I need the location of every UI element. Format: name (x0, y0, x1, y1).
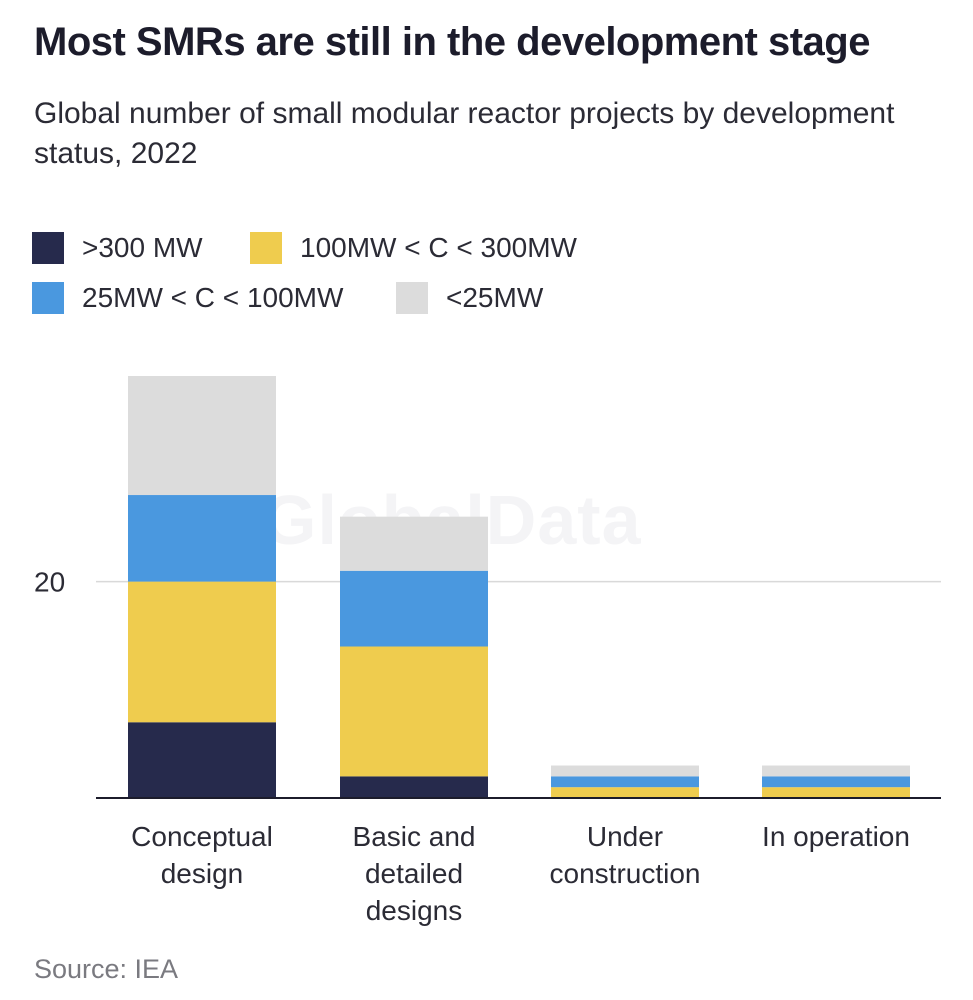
chart-title: Most SMRs are still in the development s… (34, 20, 870, 64)
bar-segment-0-0 (128, 722, 276, 798)
x-tick-label: design (161, 858, 244, 889)
legend-item-gt300: >300 MW (32, 232, 203, 264)
legend-label-gt300: >300 MW (82, 232, 203, 263)
bar-segment-2-2 (551, 776, 699, 788)
bar-segment-0-2 (128, 495, 276, 582)
bar-segment-1-3 (340, 516, 488, 571)
x-tick-label: In operation (762, 821, 910, 852)
legend-item-25-100: 25MW < C < 100MW (32, 282, 343, 314)
bar-segment-2-1 (551, 787, 699, 798)
legend-label-lt25: <25MW (446, 282, 544, 313)
legend-label-25-100: 25MW < C < 100MW (82, 282, 344, 313)
legend-swatch-lt25 (396, 282, 428, 314)
bar-segment-3-1 (762, 787, 910, 798)
legend-swatch-25-100 (32, 282, 64, 314)
x-tick-label: Conceptual (131, 821, 273, 852)
legend-swatch-100-300 (250, 232, 282, 264)
legend-item-lt25: <25MW (396, 282, 543, 314)
legend-label-100-300: 100MW < C < 300MW (300, 232, 577, 263)
bar-segment-3-3 (762, 765, 910, 777)
bar-segment-1-1 (340, 646, 488, 777)
source-note: Source: IEA (34, 954, 179, 984)
bar-segment-2-3 (551, 765, 699, 777)
legend-item-100-300: 100MW < C < 300MW (250, 232, 577, 264)
bar-segment-1-2 (340, 570, 488, 647)
bar-segment-3-2 (762, 776, 910, 788)
x-tick-label: Under (587, 821, 663, 852)
legend-swatch-gt300 (32, 232, 64, 264)
x-tick-label: designs (366, 895, 463, 926)
x-tick-label: detailed (365, 858, 463, 889)
y-tick-label: 20 (34, 567, 65, 598)
x-tick-label: construction (550, 858, 701, 889)
bar-segment-0-3 (128, 376, 276, 496)
chart-subtitle: Global number of small modular reactor p… (34, 97, 895, 170)
x-tick-label: Basic and (353, 821, 476, 852)
bar-segment-0-1 (128, 581, 276, 723)
bar-segment-1-0 (340, 776, 488, 798)
